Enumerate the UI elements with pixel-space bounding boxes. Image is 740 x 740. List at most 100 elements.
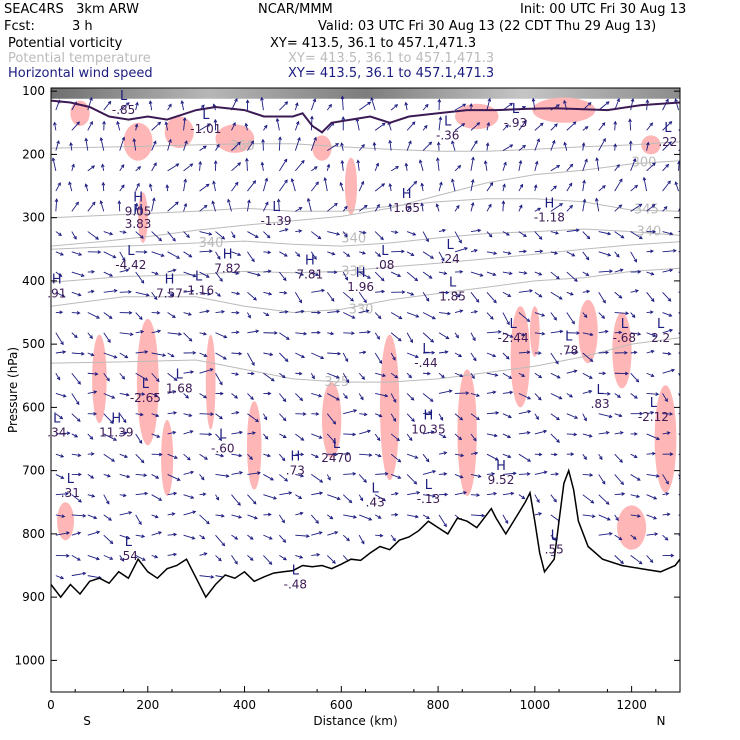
- wind-vector: [678, 312, 680, 315]
- wind-vector-head: [251, 362, 255, 366]
- wind-vector: [310, 137, 317, 151]
- wind-vector: [438, 117, 442, 131]
- wind-vector-head: [473, 437, 477, 442]
- tropopause-line: [51, 99, 680, 134]
- wind-vector-head: [428, 141, 433, 146]
- wind-vector-head: [192, 273, 197, 278]
- wind-vector-head: [213, 160, 218, 164]
- wind-vector: [326, 474, 331, 481]
- wind-vector-head: [638, 203, 643, 208]
- wind-vector-head: [458, 353, 463, 357]
- wind-vector: [518, 271, 527, 274]
- wind-vector: [55, 453, 64, 458]
- wind-vector-head: [652, 229, 657, 234]
- wind-vector: [119, 231, 126, 233]
- wind-vector: [291, 178, 296, 192]
- wind-vector-head: [601, 480, 606, 485]
- wind-vector: [55, 432, 70, 435]
- wind-vector: [358, 271, 371, 279]
- pv-positive-region: [312, 135, 332, 161]
- wind-vector: [375, 413, 382, 417]
- wind-vector-head: [250, 396, 254, 401]
- wind-vector: [406, 332, 413, 343]
- wind-vector-head: [320, 355, 325, 360]
- wind-vector: [486, 331, 501, 334]
- wind-vector-head: [362, 230, 367, 235]
- wind-vector-head: [379, 533, 384, 538]
- wind-vector-head: [652, 162, 656, 167]
- wind-vector-head: [633, 350, 638, 355]
- wind-vector-head: [126, 536, 131, 540]
- wind-vector-head: [475, 299, 480, 303]
- wind-vector-head: [225, 474, 230, 478]
- wind-vector: [582, 453, 587, 460]
- wind-vector-head: [510, 491, 515, 496]
- wind-vector: [614, 413, 622, 417]
- wind-vector-head: [441, 374, 445, 379]
- wind-vector-head: [523, 249, 527, 254]
- wind-vector-head: [519, 183, 524, 188]
- wind-vector-head: [650, 271, 655, 276]
- wind-vector: [343, 312, 355, 319]
- wind-vector: [263, 474, 274, 481]
- wind-vector: [151, 141, 157, 151]
- wind-vector-head: [682, 454, 685, 457]
- wind-vector-head: [187, 456, 191, 461]
- wind-vector: [486, 271, 496, 276]
- wind-vector: [151, 198, 155, 212]
- wind-vector: [247, 231, 259, 238]
- wind-vector-head: [331, 251, 336, 256]
- wind-vector-head: [140, 459, 145, 464]
- wind-vector: [422, 125, 428, 131]
- extremum-value: -2.12: [638, 410, 669, 424]
- wind-vector-head: [445, 290, 450, 295]
- wind-vector-head: [613, 120, 618, 125]
- wind-vector-head: [232, 122, 236, 126]
- wind-vector: [486, 312, 494, 320]
- wind-vector: [518, 145, 526, 151]
- wind-vector: [486, 433, 498, 437]
- theta-contour-label: 335: [341, 264, 366, 279]
- wind-vector: [119, 511, 132, 516]
- wind-vector-head: [109, 231, 114, 236]
- wind-vector-head: [238, 515, 243, 519]
- wind-vector-head: [618, 295, 623, 299]
- wind-vector: [151, 292, 158, 300]
- wind-vector-head: [334, 202, 338, 207]
- wind-vector-head: [397, 337, 402, 342]
- wind-vector: [390, 312, 402, 319]
- wind-vector: [662, 291, 672, 302]
- wind-vector: [518, 231, 527, 237]
- wind-vector-head: [435, 203, 440, 208]
- wind-vector-head: [479, 273, 484, 277]
- wind-vector: [279, 179, 288, 192]
- wind-vector: [278, 137, 281, 151]
- field-pv-name: Potential vorticity: [8, 36, 123, 51]
- wind-vector: [87, 494, 95, 497]
- wind-vector: [646, 514, 657, 520]
- wind-vector-head: [492, 272, 497, 276]
- wind-vector: [119, 184, 125, 192]
- wind-vector: [358, 393, 364, 400]
- wind-vector: [566, 164, 573, 172]
- wind-vector: [582, 290, 590, 293]
- forecast-label: Fcst:: [4, 19, 35, 34]
- wind-vector: [630, 312, 636, 318]
- wind-vector-head: [328, 103, 332, 108]
- extremum-value: .34: [47, 426, 66, 440]
- wind-vector-head: [652, 333, 657, 338]
- wind-vector-head: [71, 163, 75, 168]
- wind-vector: [438, 251, 445, 261]
- wind-vector: [151, 231, 162, 242]
- wind-vector-head: [124, 354, 129, 359]
- wind-vector-head: [332, 560, 336, 564]
- wind-vector-head: [589, 358, 594, 362]
- extremum-marker: L: [292, 563, 300, 578]
- wind-vector-head: [493, 433, 498, 438]
- wind-vector-head: [656, 436, 661, 441]
- wind-vector-head: [190, 495, 195, 499]
- wind-vector: [534, 372, 542, 378]
- wind-vector: [327, 251, 335, 255]
- wind-vector-head: [469, 103, 473, 107]
- wind-vector: [375, 473, 388, 475]
